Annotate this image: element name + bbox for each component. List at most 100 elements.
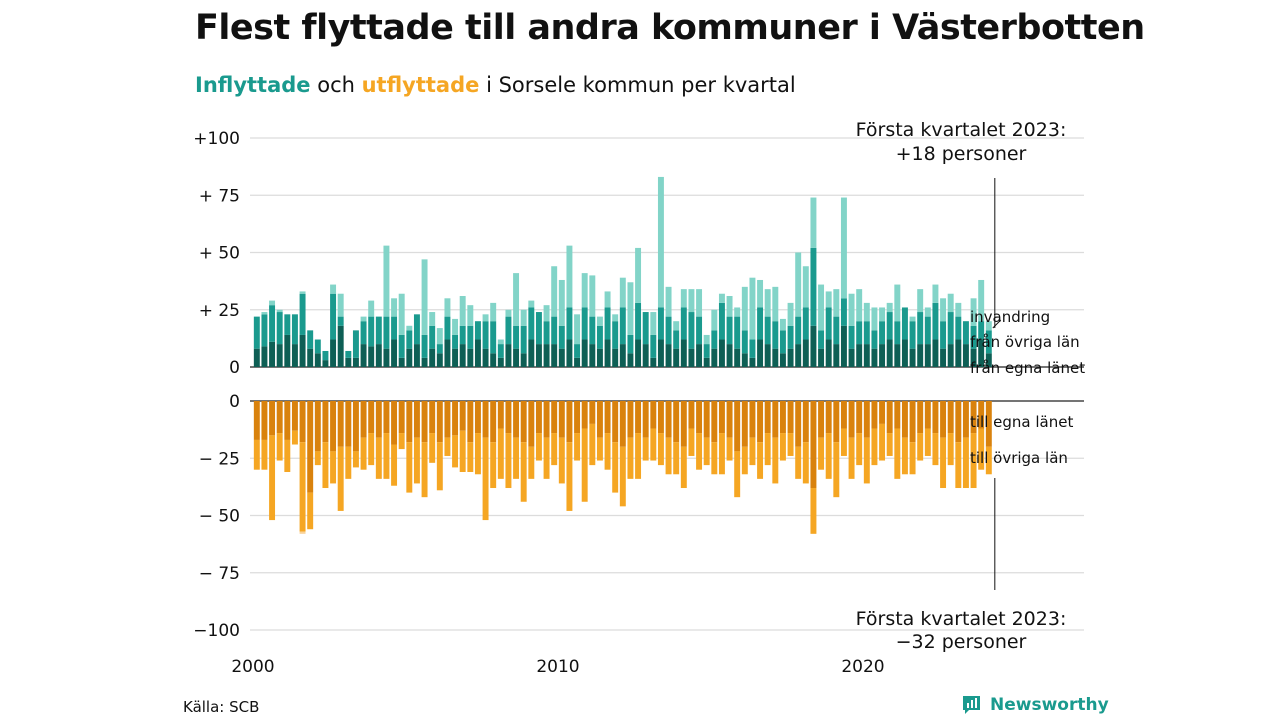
bar-in-other-counties: [711, 330, 718, 349]
bar-in-other-counties: [490, 321, 497, 354]
bar-out-own-county: [962, 401, 969, 438]
bar-out-own-county: [543, 401, 550, 438]
series-label-immigration: invandring: [970, 308, 1050, 326]
bar-out-own-county: [490, 401, 497, 443]
bar-in-own-county: [406, 348, 413, 367]
bar-in-own-county: [901, 339, 908, 367]
bar-in-other-counties: [581, 307, 588, 340]
bar-in-other-counties: [970, 325, 977, 349]
bar-in-immigration: [734, 307, 741, 317]
bar-out-own-county: [749, 401, 756, 438]
subtitle-out-word: utflyttade: [361, 73, 480, 97]
bar-out-own-county: [909, 401, 916, 443]
bar-in-immigration: [467, 305, 474, 326]
bar-in-other-counties: [551, 316, 558, 345]
bar-out-own-county: [406, 401, 413, 443]
bar-out-other-counties: [505, 433, 512, 489]
bar-in-other-counties: [413, 314, 420, 345]
bar-in-other-counties: [459, 325, 466, 345]
bar-in-other-counties: [345, 350, 352, 358]
bar-in-immigration: [749, 277, 756, 340]
bar-in-other-counties: [917, 312, 924, 345]
bar-in-immigration: [840, 197, 847, 299]
bar-in-immigration: [886, 302, 893, 313]
bar-out-other-counties: [879, 423, 886, 461]
y-tick-label: − 50: [199, 507, 240, 527]
bar-out-own-county: [642, 401, 649, 438]
bar-in-other-counties: [452, 334, 459, 349]
bar-out-other-counties: [833, 442, 840, 498]
bar-out-own-county: [848, 401, 855, 438]
bar-in-other-counties: [932, 302, 939, 340]
bar-in-own-county: [680, 339, 687, 367]
bar-out-other-counties: [978, 428, 985, 470]
bar-in-other-counties: [391, 316, 398, 340]
bar-out-own-county: [833, 401, 840, 443]
bar-out-other-counties: [940, 437, 947, 489]
bar-in-own-county: [482, 348, 489, 367]
bar-out-other-counties: [444, 437, 451, 456]
bar-in-other-counties: [520, 325, 527, 354]
bar-in-other-counties: [848, 325, 855, 349]
bar-in-immigration: [764, 289, 771, 317]
bar-in-other-counties: [787, 325, 794, 349]
subtitle-rest: i Sorsele kommun per kvartal: [479, 73, 796, 97]
bar-in-other-counties: [825, 307, 832, 340]
bar-in-other-counties: [261, 314, 268, 347]
bar-in-other-counties: [696, 316, 703, 345]
bar-out-other-counties: [558, 437, 565, 484]
bar-out-other-counties: [566, 442, 573, 511]
bar-out-own-county: [391, 401, 398, 445]
bar-in-own-county: [955, 339, 962, 367]
bar-in-other-counties: [650, 334, 657, 358]
bar-in-own-county: [696, 344, 703, 367]
bar-in-own-county: [253, 348, 260, 367]
bar-in-own-county: [635, 339, 642, 367]
bar-out-other-counties: [269, 435, 276, 521]
bar-in-other-counties: [322, 350, 329, 361]
bar-in-other-counties: [505, 316, 512, 345]
x-tick-label: 2000: [231, 657, 274, 677]
bar-out-own-county: [619, 401, 626, 447]
bar-in-own-county: [795, 344, 802, 367]
bar-out-other-counties: [596, 437, 603, 461]
bar-out-own-county: [764, 401, 771, 434]
series-label-in-other: från övriga län: [970, 333, 1080, 351]
bar-in-immigration: [879, 307, 886, 322]
bar-out-own-county: [589, 401, 596, 424]
bar-out-own-county: [436, 401, 443, 443]
bar-out-own-county: [978, 401, 985, 429]
bar-in-other-counties: [421, 334, 428, 358]
bar-in-other-counties: [497, 344, 504, 358]
bar-in-other-counties: [589, 316, 596, 345]
bar-in-other-counties: [535, 312, 542, 345]
bar-in-other-counties: [619, 307, 626, 345]
bar-out-other-counties: [299, 442, 306, 532]
x-tick-label: 2010: [536, 657, 579, 677]
bar-in-own-county: [787, 348, 794, 367]
bar-out-other-counties: [749, 437, 756, 466]
bar-out-other-counties: [657, 433, 664, 466]
bar-in-own-county: [894, 344, 901, 367]
bar-in-own-county: [566, 339, 573, 367]
bar-out-own-county: [940, 401, 947, 438]
series-label-out-own: till egna länet: [970, 413, 1073, 431]
bar-in-own-county: [818, 348, 825, 367]
bar-in-immigration: [787, 302, 794, 326]
bar-out-other-counties: [955, 442, 962, 489]
bar-in-immigration: [718, 293, 725, 303]
bar-out-other-counties: [337, 446, 344, 511]
bar-out-own-county: [284, 401, 291, 440]
bar-out-other-counties: [680, 446, 687, 489]
bar-out-own-county: [802, 401, 809, 443]
bar-out-other-counties: [772, 437, 779, 484]
bar-in-immigration: [795, 252, 802, 317]
bar-out-other-counties: [535, 433, 542, 461]
bar-in-own-county: [490, 353, 497, 367]
bar-out-other-counties: [467, 442, 474, 472]
bar-out-other-counties: [810, 488, 817, 534]
bar-out-own-county: [322, 401, 329, 443]
bar-in-own-county: [726, 344, 733, 367]
bar-in-own-county: [825, 339, 832, 367]
y-tick-label: − 75: [199, 564, 240, 584]
